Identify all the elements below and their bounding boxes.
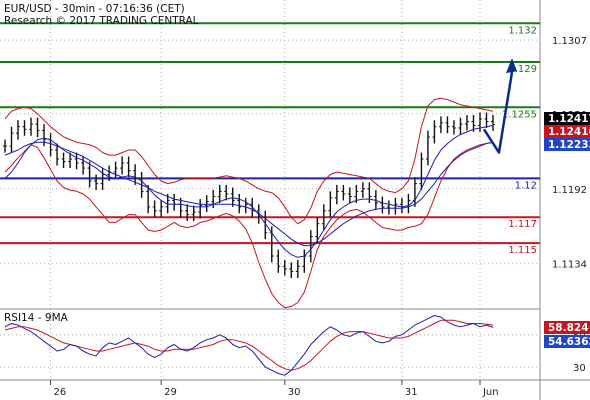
- chart-subtitle: Research © 2017 TRADING CENTRAL: [4, 15, 199, 27]
- level-label: 1.117: [508, 219, 537, 230]
- x-tick-label: 26: [54, 387, 67, 398]
- moving-averages: [4, 124, 494, 258]
- rsi-tag: [544, 321, 590, 334]
- rsi-tag-label: 54.6362: [548, 336, 590, 348]
- rsi-ma-line: [4, 319, 494, 371]
- price-tick-label: 1.1192: [552, 185, 587, 196]
- rsi-tick-label: 30: [573, 363, 586, 374]
- x-tick-label: 29: [164, 387, 177, 398]
- price-tag: [544, 125, 590, 138]
- x-tick-label: Jun: [482, 387, 499, 398]
- price-tag: [544, 138, 590, 151]
- upper-band-line: [4, 97, 494, 225]
- x-tick-label: 31: [405, 387, 418, 398]
- price-tags: 1.124171.124161.12233 58.824 54.6362: [544, 112, 590, 348]
- level-label: 1.12: [515, 180, 537, 191]
- projection-arrow-line: [482, 71, 514, 154]
- rsi-line: [4, 315, 494, 376]
- rsi-label: RSI14 - 9MA: [4, 312, 69, 324]
- projection: [482, 58, 517, 154]
- lower-band-line: [4, 141, 494, 309]
- price-tick-label: 1.1134: [552, 260, 587, 271]
- level-label: 1.115: [508, 245, 537, 256]
- level-label: 1.132: [508, 25, 537, 36]
- level-label: 1.1255: [502, 109, 537, 120]
- price-tag-label: 1.12416: [548, 126, 590, 138]
- price-tick-label: 1.1307: [552, 36, 587, 47]
- level-label: 1.129: [508, 64, 537, 75]
- price-tag: [544, 112, 590, 125]
- price-tag-label: 1.12233: [548, 139, 590, 151]
- slow-ma-line: [4, 141, 494, 247]
- rsi-tag: [544, 335, 590, 348]
- x-tick-label: 30: [288, 387, 301, 398]
- projection-arrowhead: [506, 58, 517, 74]
- grid: [0, 0, 540, 380]
- bollinger-bands: [4, 97, 494, 309]
- fast-ma-line: [4, 124, 494, 258]
- rsi-panel: [4, 315, 494, 376]
- rsi-tag-label: 58.824: [548, 322, 589, 334]
- chart-title: EUR/USD - 30min - 07:16:36 (CET): [4, 3, 185, 15]
- price-tag-label: 1.12417: [548, 113, 590, 125]
